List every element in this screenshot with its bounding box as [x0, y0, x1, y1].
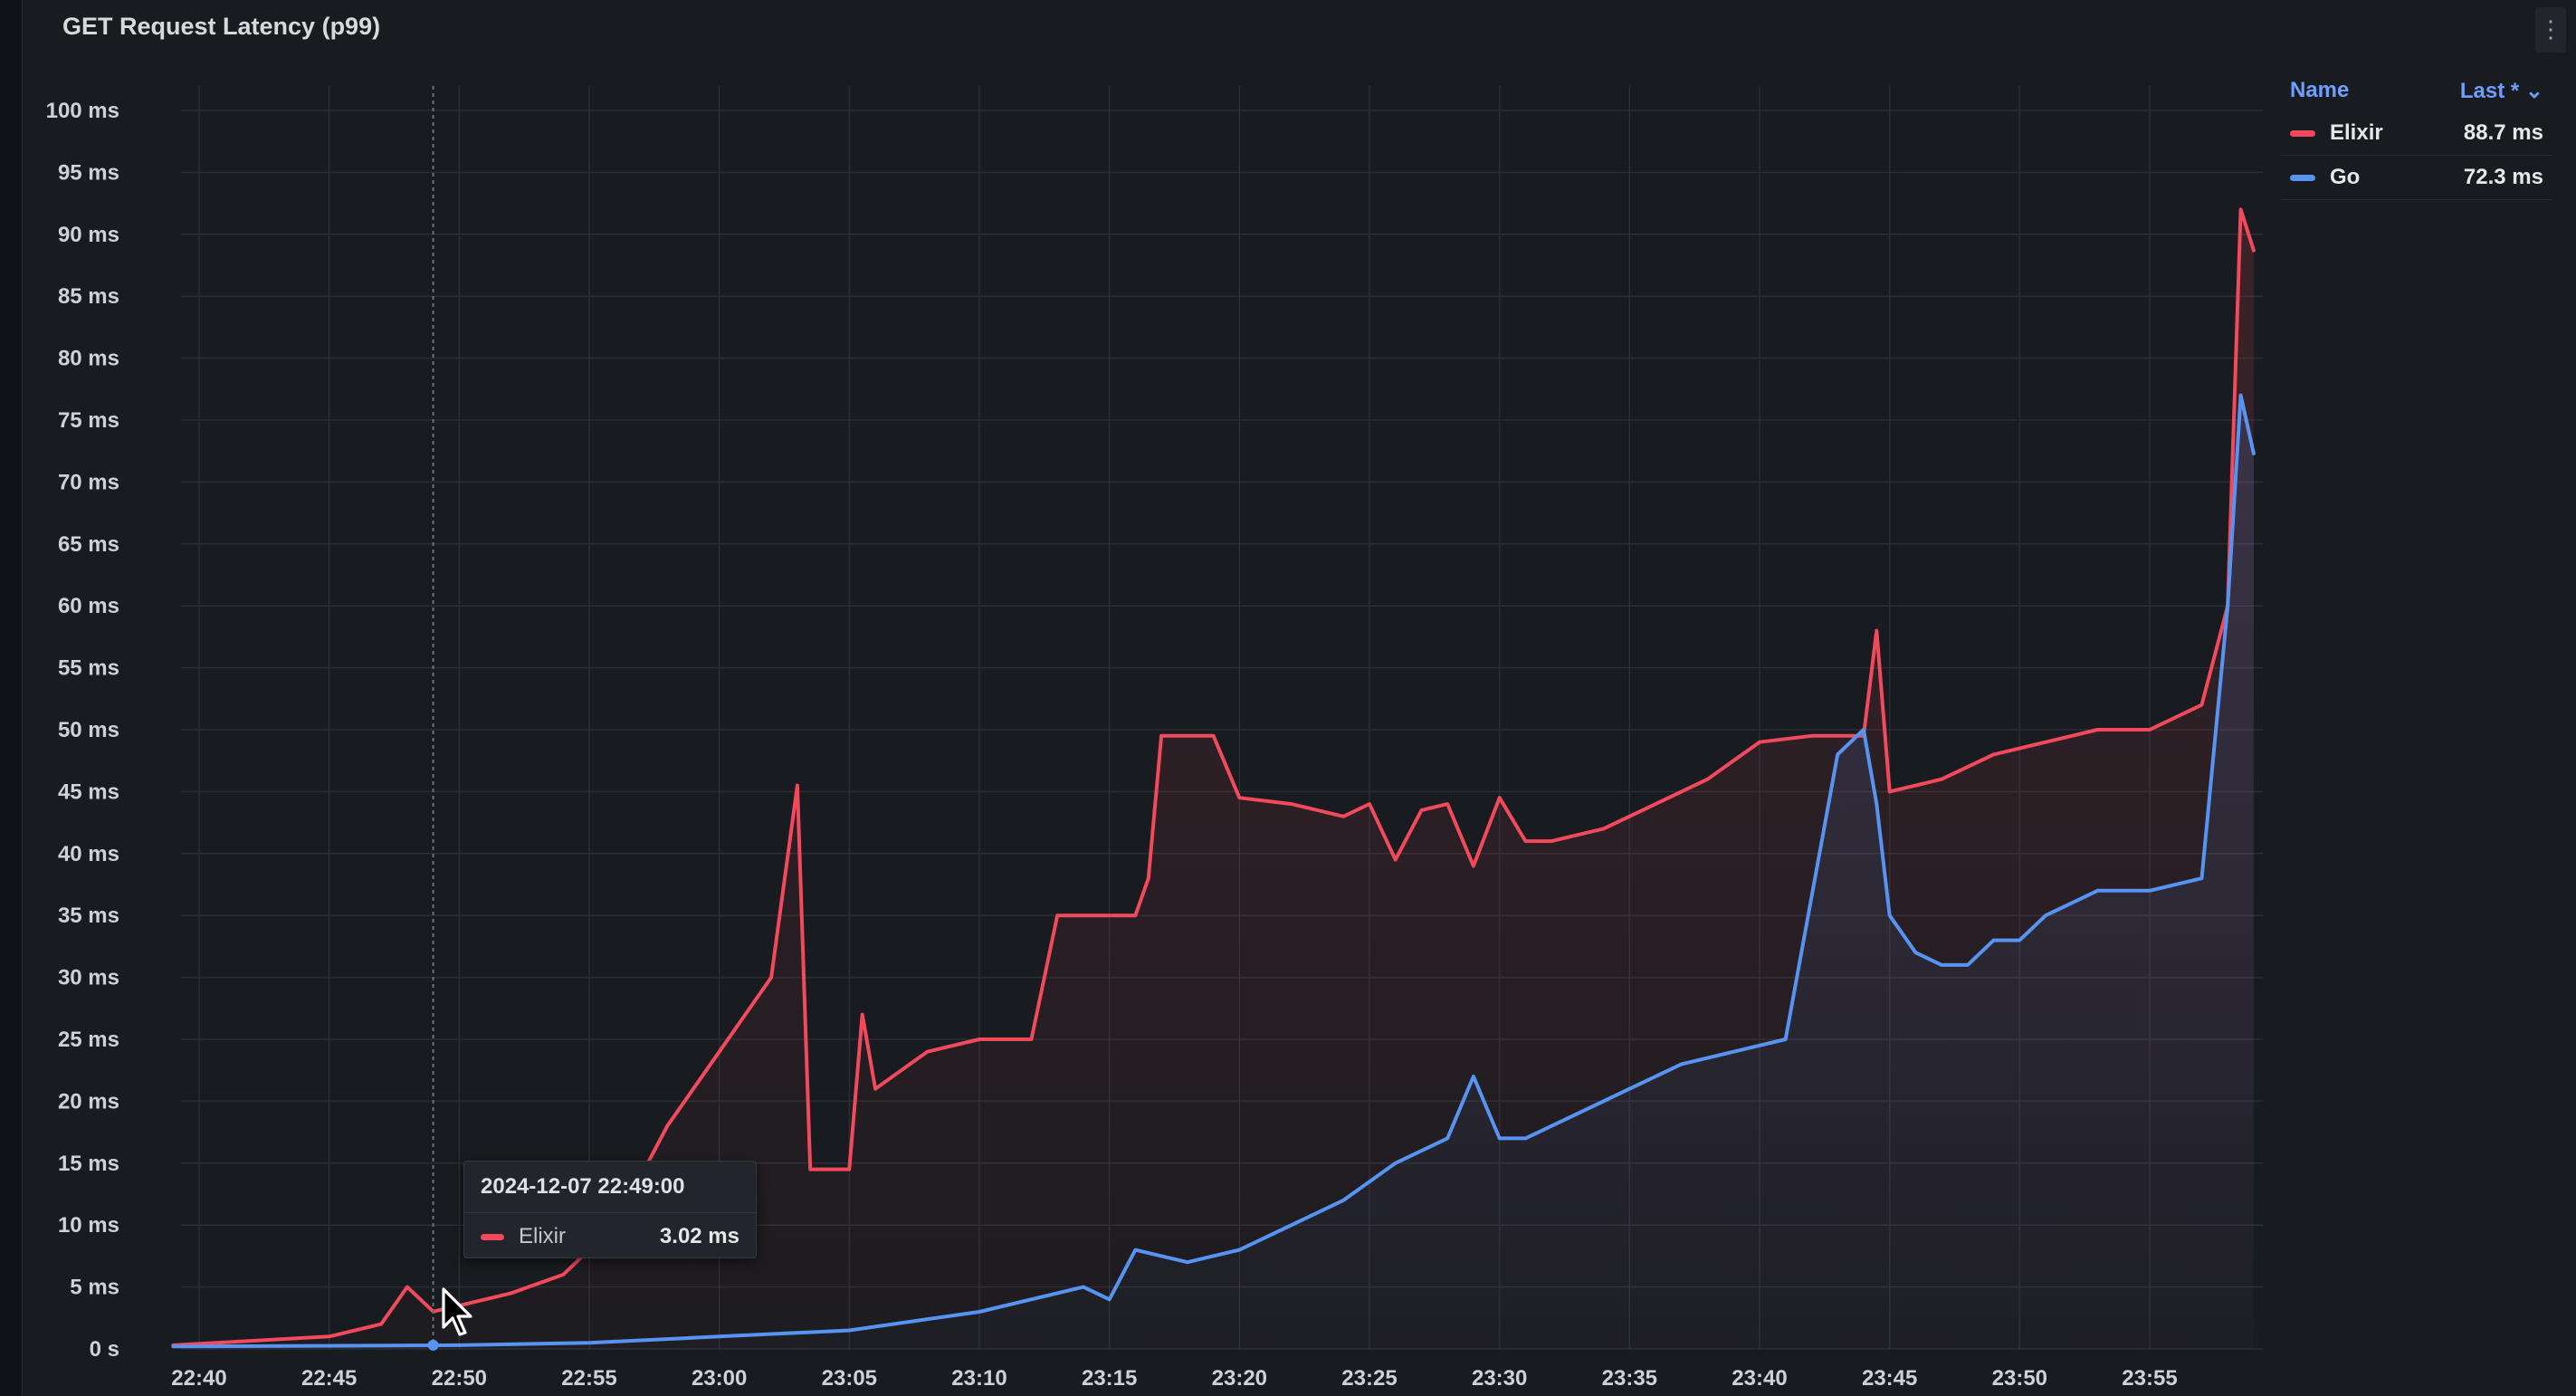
tooltip-row: Elixir 3.02 ms [464, 1213, 756, 1260]
y-tick-label: 55 ms [58, 656, 119, 681]
x-axis-ticks: 22:40 22:45 22:50 22:55 23:00 23:05 23:10 23:15… [171, 1366, 2177, 1391]
y-tick-label: 65 ms [58, 532, 119, 557]
y-tick-label: 35 ms [58, 904, 119, 928]
series-line-go [171, 393, 2256, 1349]
y-tick-label: 80 ms [58, 347, 119, 371]
x-tick-label: 23:30 [1472, 1366, 1527, 1391]
tooltip-time: 2024-12-07 22:49:00 [464, 1162, 756, 1213]
y-tick-label: 100 ms [46, 99, 119, 123]
legend-last-header[interactable]: Last * ⌄ [2459, 79, 2543, 103]
tooltip-series-name: Elixir [519, 1224, 566, 1248]
x-tick-label: 23:55 [2122, 1366, 2177, 1391]
legend-series-last: 72.3 ms [2463, 165, 2543, 189]
y-tick-label: 40 ms [58, 842, 119, 866]
x-tick-label: 23:10 [951, 1366, 1007, 1391]
x-tick-label: 23:35 [1602, 1366, 1657, 1391]
y-tick-label: 85 ms [58, 284, 119, 309]
legend: Name Last * ⌄ Elixir 88.7 ms Go 72.3 ms [2281, 71, 2552, 200]
tooltip-value: 3.02 ms [659, 1224, 739, 1248]
mouse-pointer-icon [442, 1287, 472, 1336]
y-tick-label: 90 ms [58, 223, 119, 247]
x-tick-label: 22:50 [432, 1366, 487, 1391]
legend-series-last: 88.7 ms [2463, 120, 2543, 145]
x-tick-label: 23:45 [1862, 1366, 1917, 1391]
x-tick-label: 23:40 [1732, 1366, 1787, 1391]
x-tick-label: 22:55 [561, 1366, 616, 1391]
legend-name-header[interactable]: Name [2290, 78, 2350, 102]
kebab-menu-icon[interactable]: ⋮ [2535, 7, 2566, 53]
y-tick-label: 60 ms [58, 594, 119, 618]
legend-swatch [2290, 129, 2315, 137]
legend-series-name: Elixir [2330, 120, 2383, 145]
series-areas [173, 209, 2254, 1350]
x-tick-label: 23:25 [1341, 1366, 1397, 1391]
y-tick-label: 75 ms [58, 408, 119, 433]
panel-title: GET Request Latency (p99) [62, 13, 381, 40]
x-tick-label: 23:15 [1082, 1366, 1137, 1391]
y-tick-label: 5 ms [70, 1276, 119, 1300]
legend-swatch [2290, 174, 2315, 181]
y-tick-label: 70 ms [58, 470, 119, 494]
y-axis-ticks: 0 s 5 ms 10 ms 15 ms 20 ms 25 ms 30 ms 35 ms 40 … [46, 99, 119, 1362]
tooltip-swatch [481, 1233, 504, 1240]
x-tick-label: 23:00 [692, 1366, 747, 1391]
y-tick-label: 50 ms [58, 718, 119, 742]
y-tick-label: 20 ms [58, 1089, 119, 1114]
legend-item-go[interactable]: Go 72.3 ms [2281, 156, 2552, 200]
y-tick-label: 95 ms [58, 160, 119, 185]
series-lines [171, 207, 2256, 1349]
y-tick-label: 10 ms [58, 1213, 119, 1238]
x-tick-label: 22:40 [171, 1366, 226, 1391]
y-tick-label: 25 ms [58, 1028, 119, 1052]
x-tick-label: 23:50 [1992, 1366, 2047, 1391]
legend-item-elixir[interactable]: Elixir 88.7 ms [2281, 111, 2552, 156]
hover-tooltip: 2024-12-07 22:49:00 Elixir 3.02 ms [463, 1161, 757, 1258]
legend-header: Name Last * ⌄ [2281, 71, 2552, 111]
y-tick-label: 15 ms [58, 1152, 119, 1176]
hover-point [427, 1339, 439, 1351]
y-tick-label: 45 ms [58, 779, 119, 804]
x-tick-label: 23:05 [822, 1366, 877, 1391]
legend-series-name: Go [2330, 165, 2361, 189]
x-tick-label: 22:45 [301, 1366, 357, 1391]
y-tick-label: 0 s [90, 1337, 119, 1362]
series-area-go [173, 395, 2254, 1350]
series-line-elixir [171, 207, 2256, 1347]
y-tick-label: 30 ms [58, 966, 119, 990]
x-tick-label: 23:20 [1212, 1366, 1267, 1391]
